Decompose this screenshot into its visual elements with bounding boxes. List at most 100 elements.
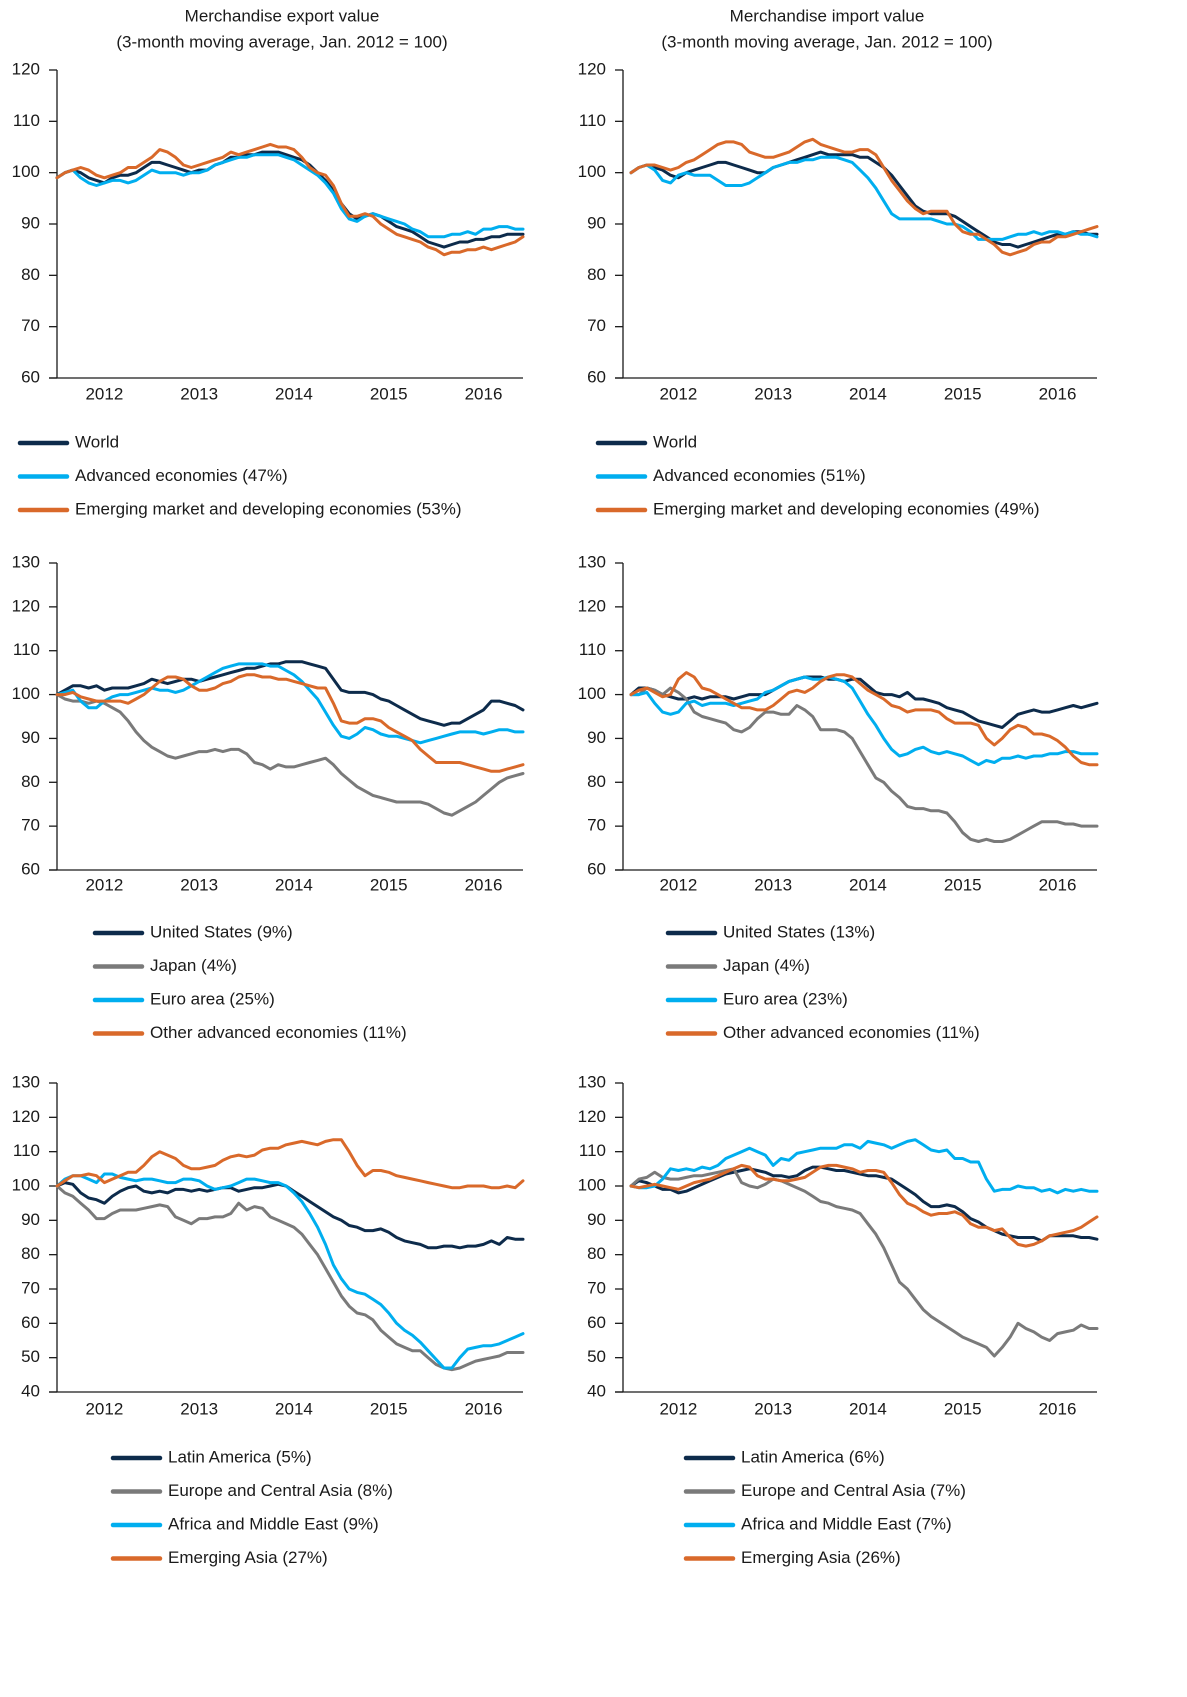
x-tick-label: 2013 <box>180 1399 218 1418</box>
x-tick-label: 2015 <box>944 875 982 894</box>
y-tick-label: 100 <box>578 162 606 181</box>
y-tick-label: 70 <box>587 1278 606 1297</box>
y-tick-label: 90 <box>587 1210 606 1229</box>
x-tick-label: 2012 <box>85 384 123 403</box>
y-tick-label: 50 <box>21 1347 40 1366</box>
y-tick-label: 90 <box>587 728 606 747</box>
y-tick-label: 60 <box>21 1313 40 1332</box>
x-tick-label: 2013 <box>754 875 792 894</box>
data-line <box>629 137 1099 257</box>
y-tick-label: 120 <box>12 59 40 78</box>
data-line <box>55 150 525 249</box>
y-tick-label: 130 <box>578 1072 606 1091</box>
x-tick-label: 2014 <box>275 1399 313 1418</box>
data-line <box>629 1165 1099 1243</box>
legend-label: Emerging Asia (26%) <box>741 1548 901 1567</box>
data-line <box>629 675 1099 729</box>
y-tick-label: 60 <box>21 859 40 878</box>
legend-label: Latin America (5%) <box>168 1447 312 1466</box>
data-line <box>55 1181 525 1250</box>
data-line <box>629 1163 1099 1248</box>
y-tick-label: 110 <box>579 640 606 659</box>
x-tick-label: 2015 <box>944 384 982 403</box>
legend-label: United States (13%) <box>723 922 875 941</box>
y-tick-label: 110 <box>579 111 606 130</box>
x-tick-label: 2014 <box>849 384 887 403</box>
x-tick-label: 2016 <box>1039 384 1077 403</box>
legend-label: Latin America (6%) <box>741 1447 885 1466</box>
data-line <box>55 693 525 817</box>
y-tick-label: 100 <box>578 684 606 703</box>
legend-label: Other advanced economies (11%) <box>723 1023 980 1042</box>
y-tick-label: 80 <box>21 772 40 791</box>
chart-subtitle: (3-month moving average, Jan. 2012 = 100… <box>661 32 992 51</box>
legend-label: Emerging market and developing economies… <box>75 499 461 518</box>
y-tick-label: 50 <box>587 1347 606 1366</box>
data-line <box>629 150 1099 249</box>
x-tick-label: 2016 <box>465 875 503 894</box>
chart-title: Merchandise import value <box>730 6 925 25</box>
y-tick-label: 60 <box>587 1313 606 1332</box>
x-tick-label: 2012 <box>659 875 697 894</box>
y-tick-label: 130 <box>12 552 40 571</box>
x-tick-label: 2012 <box>85 875 123 894</box>
data-line <box>55 142 525 257</box>
y-tick-label: 110 <box>13 1141 40 1160</box>
y-tick-label: 80 <box>587 772 606 791</box>
y-tick-label: 120 <box>578 596 606 615</box>
x-tick-label: 2016 <box>465 384 503 403</box>
legend-label: World <box>75 432 119 451</box>
legend-label: Advanced economies (51%) <box>653 466 866 485</box>
y-tick-label: 80 <box>587 265 606 284</box>
chart-subtitle: (3-month moving average, Jan. 2012 = 100… <box>116 32 447 51</box>
x-tick-label: 2016 <box>1039 1399 1077 1418</box>
y-tick-label: 90 <box>587 213 606 232</box>
data-line <box>55 1138 525 1190</box>
y-tick-label: 70 <box>587 316 606 335</box>
x-tick-label: 2012 <box>659 1399 697 1418</box>
data-line <box>55 673 525 773</box>
y-tick-label: 100 <box>12 684 40 703</box>
legend-label: World <box>653 432 697 451</box>
x-tick-label: 2013 <box>180 875 218 894</box>
y-tick-label: 60 <box>587 859 606 878</box>
legend-label: Japan (4%) <box>150 956 237 975</box>
y-tick-label: 120 <box>12 1107 40 1126</box>
x-tick-label: 2014 <box>275 875 313 894</box>
y-tick-label: 100 <box>12 1175 40 1194</box>
y-tick-label: 40 <box>587 1381 606 1400</box>
legend-label: Euro area (23%) <box>723 989 848 1008</box>
legend-label: Emerging market and developing economies… <box>653 499 1039 518</box>
data-line <box>55 1184 525 1372</box>
x-tick-label: 2014 <box>275 384 313 403</box>
data-line <box>55 662 525 745</box>
y-tick-label: 90 <box>21 1210 40 1229</box>
y-tick-label: 100 <box>578 1175 606 1194</box>
y-tick-label: 60 <box>21 367 40 386</box>
x-tick-label: 2016 <box>465 1399 503 1418</box>
data-line <box>629 675 1099 767</box>
y-tick-label: 60 <box>587 367 606 386</box>
y-tick-label: 70 <box>21 1278 40 1297</box>
data-line <box>629 671 1099 767</box>
chart-title: Merchandise export value <box>185 6 380 25</box>
y-tick-label: 90 <box>21 728 40 747</box>
y-tick-label: 70 <box>21 816 40 835</box>
x-tick-label: 2012 <box>659 384 697 403</box>
x-tick-label: 2013 <box>180 384 218 403</box>
data-line <box>55 153 525 239</box>
y-tick-label: 130 <box>578 552 606 571</box>
y-tick-label: 110 <box>579 1141 606 1160</box>
legend-label: United States (9%) <box>150 922 293 941</box>
legend-label: Japan (4%) <box>723 956 810 975</box>
data-line <box>55 660 525 727</box>
data-line <box>629 155 1099 241</box>
legend-label: Africa and Middle East (9%) <box>168 1514 379 1533</box>
legend-label: Advanced economies (47%) <box>75 466 288 485</box>
x-tick-label: 2015 <box>370 875 408 894</box>
legend-label: Euro area (25%) <box>150 989 275 1008</box>
x-tick-label: 2015 <box>370 384 408 403</box>
data-line <box>55 1172 525 1370</box>
y-tick-label: 80 <box>21 265 40 284</box>
x-tick-label: 2015 <box>370 1399 408 1418</box>
